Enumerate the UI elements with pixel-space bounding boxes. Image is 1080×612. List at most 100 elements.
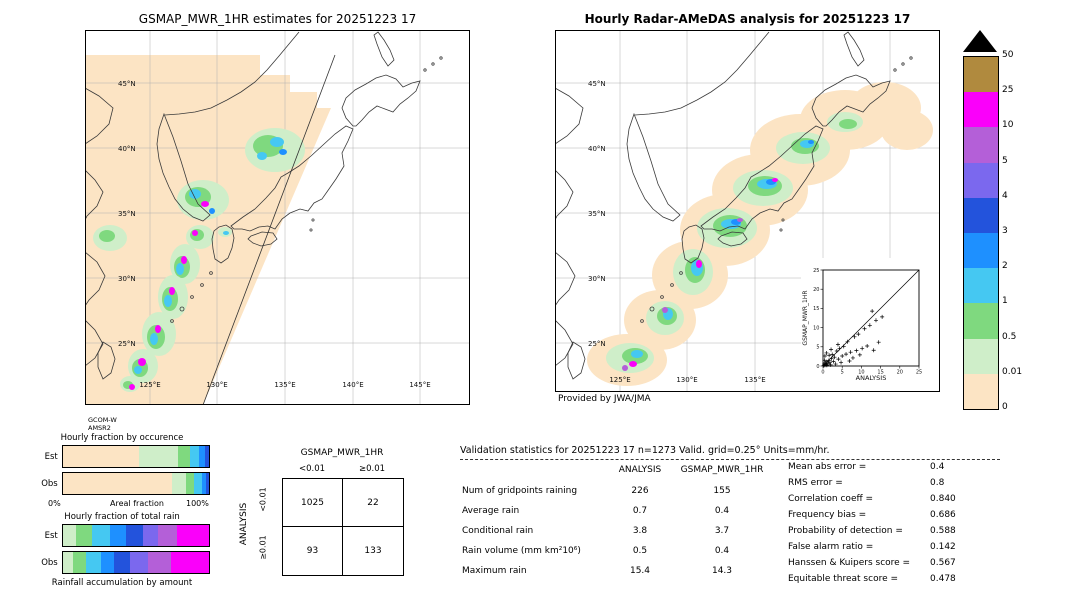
extra-stat-value: 0.478	[930, 574, 956, 584]
stat-gsmap-value: 14.3	[711, 566, 733, 576]
stat-analysis-value: 15.4	[629, 566, 651, 576]
fraction-bar	[61, 472, 210, 495]
scatter-point	[848, 350, 853, 355]
fraction-bar-segment	[62, 446, 139, 467]
china-coast	[85, 87, 114, 367]
izu-island	[309, 228, 313, 232]
total-rain-title: Hourly fraction of total rain	[64, 512, 180, 522]
inset-xlabel: ANALYSIS	[856, 374, 887, 382]
fraction-bar-segment	[86, 552, 101, 573]
lon-tick-label: 135°E	[744, 376, 765, 384]
sakhalin-coast	[373, 31, 395, 67]
scatter-point	[871, 348, 876, 353]
fraction-bar-segment	[75, 525, 92, 546]
extra-stat-row: Hanssen & Kuipers score = 0.567	[788, 558, 1003, 574]
fraction-row-label: Obs	[41, 478, 58, 489]
scatter-point	[870, 309, 875, 314]
lat-tick-label: 35°N	[588, 210, 606, 218]
scatter-point	[876, 340, 881, 345]
identity-line	[822, 269, 920, 367]
scatter-point	[822, 354, 827, 359]
lon-tick-labels: 125°E 130°E 135°E	[609, 376, 765, 384]
colorbar-tick-label: 0.01	[1002, 366, 1023, 377]
ryukyu-island	[190, 295, 194, 299]
kuril-island	[431, 62, 435, 66]
contingency-cell: 1025	[283, 479, 343, 527]
kuril-island	[423, 68, 427, 72]
left-map-blobs	[93, 128, 305, 392]
total-rain-fraction-section: Hourly fraction of total rain Est Obs Rai…	[34, 512, 210, 588]
scatter-point	[837, 346, 842, 351]
extra-stat-label: Hanssen & Kuipers score =	[788, 558, 911, 568]
extra-stat-value: 0.840	[930, 494, 956, 504]
validation-inset: 00 5 5 10 10 15 15 20 20 25 25 GSMAP_MWR_1HR ANALY…	[801, 258, 939, 391]
stat-label: Num of gridpoints raining	[462, 486, 578, 496]
colorbar-segment	[964, 338, 998, 374]
colorbar-tick-label: 10	[1002, 120, 1014, 131]
fraction-bar-segment	[100, 552, 114, 573]
ryukyu-island	[640, 319, 644, 323]
fraction-bar	[61, 551, 210, 574]
stat-gsmap-value: 155	[713, 486, 731, 496]
accumulation-footer: Rainfall accumulation by amount	[51, 578, 193, 588]
lon-tick-label: 140°E	[342, 381, 363, 389]
scatter-point	[880, 314, 885, 319]
fraction-bar-segment	[170, 552, 209, 573]
lat-tick-label: 30°N	[588, 275, 606, 283]
colorbar-segment	[964, 57, 998, 93]
inset-tick-label: 15	[813, 306, 819, 312]
lon-tick-label: 130°E	[676, 376, 697, 384]
axis-title: Areal fraction	[110, 499, 164, 508]
scatter-point	[835, 342, 840, 347]
swath-edge-line	[202, 54, 336, 405]
precip-blob	[772, 178, 778, 182]
precip-blob	[99, 230, 115, 242]
extra-stat-label: Probability of detection =	[788, 526, 903, 536]
total-rain-bars: Est Obs	[34, 524, 210, 574]
fraction-bar-row: Obs	[34, 472, 210, 495]
extra-stat-label: Frequency bias =	[788, 510, 867, 520]
colorbar-tick-label: 0	[1002, 402, 1008, 412]
ryukyu-island	[170, 319, 174, 323]
source-line: AMSR2	[88, 424, 111, 433]
lat-tick-label: 25°N	[588, 340, 606, 348]
extra-stat-value: 0.588	[930, 526, 956, 536]
extra-stat-value: 0.4	[930, 462, 945, 472]
fraction-bar-segment	[147, 552, 171, 573]
fraction-bar-segment	[172, 473, 186, 494]
scatter-point	[867, 323, 872, 328]
ryukyu-island	[649, 306, 655, 312]
extra-stat-label: Mean abs error =	[788, 462, 867, 472]
stat-analysis-value: 3.8	[632, 526, 648, 536]
scatter-point	[829, 347, 834, 352]
scatter-point	[857, 352, 862, 357]
extra-stat-row: RMS error = 0.8	[788, 478, 1003, 494]
stat-label: Maximum rain	[462, 566, 527, 576]
stat-analysis-value: 0.7	[632, 506, 648, 516]
fraction-bar-segment	[178, 446, 190, 467]
colorbar-segment	[964, 197, 998, 234]
taiwan-coast	[97, 341, 116, 380]
fraction-bar-segment	[62, 552, 73, 573]
fraction-bar-segment	[185, 473, 195, 494]
fraction-bar-segment	[62, 525, 76, 546]
fraction-bar-segment	[204, 446, 209, 467]
scatter-point	[831, 359, 836, 364]
scatter-point	[827, 360, 832, 365]
contingency-table: 1025 22 93 133	[282, 478, 404, 576]
contingency-cell: 133	[364, 546, 382, 556]
fraction-bar-segment	[109, 525, 126, 546]
shikoku-coast	[247, 231, 278, 247]
fraction-row-label: Est	[44, 530, 58, 541]
precip-blob	[629, 361, 637, 367]
fraction-bar	[61, 524, 210, 547]
scatter-point	[828, 362, 833, 367]
extra-stat-row: Probability of detection = 0.588	[788, 526, 1003, 542]
occurrence-fraction-section: Hourly fraction by occurence Est Obs 0% A…	[34, 433, 210, 510]
fraction-bar-segment	[201, 473, 207, 494]
scatter-point	[839, 360, 844, 365]
precip-blob	[662, 307, 668, 313]
scatter-point	[829, 356, 834, 361]
colorbar-segment	[964, 127, 998, 163]
contingency-row-header: ≥0.01	[258, 535, 268, 560]
